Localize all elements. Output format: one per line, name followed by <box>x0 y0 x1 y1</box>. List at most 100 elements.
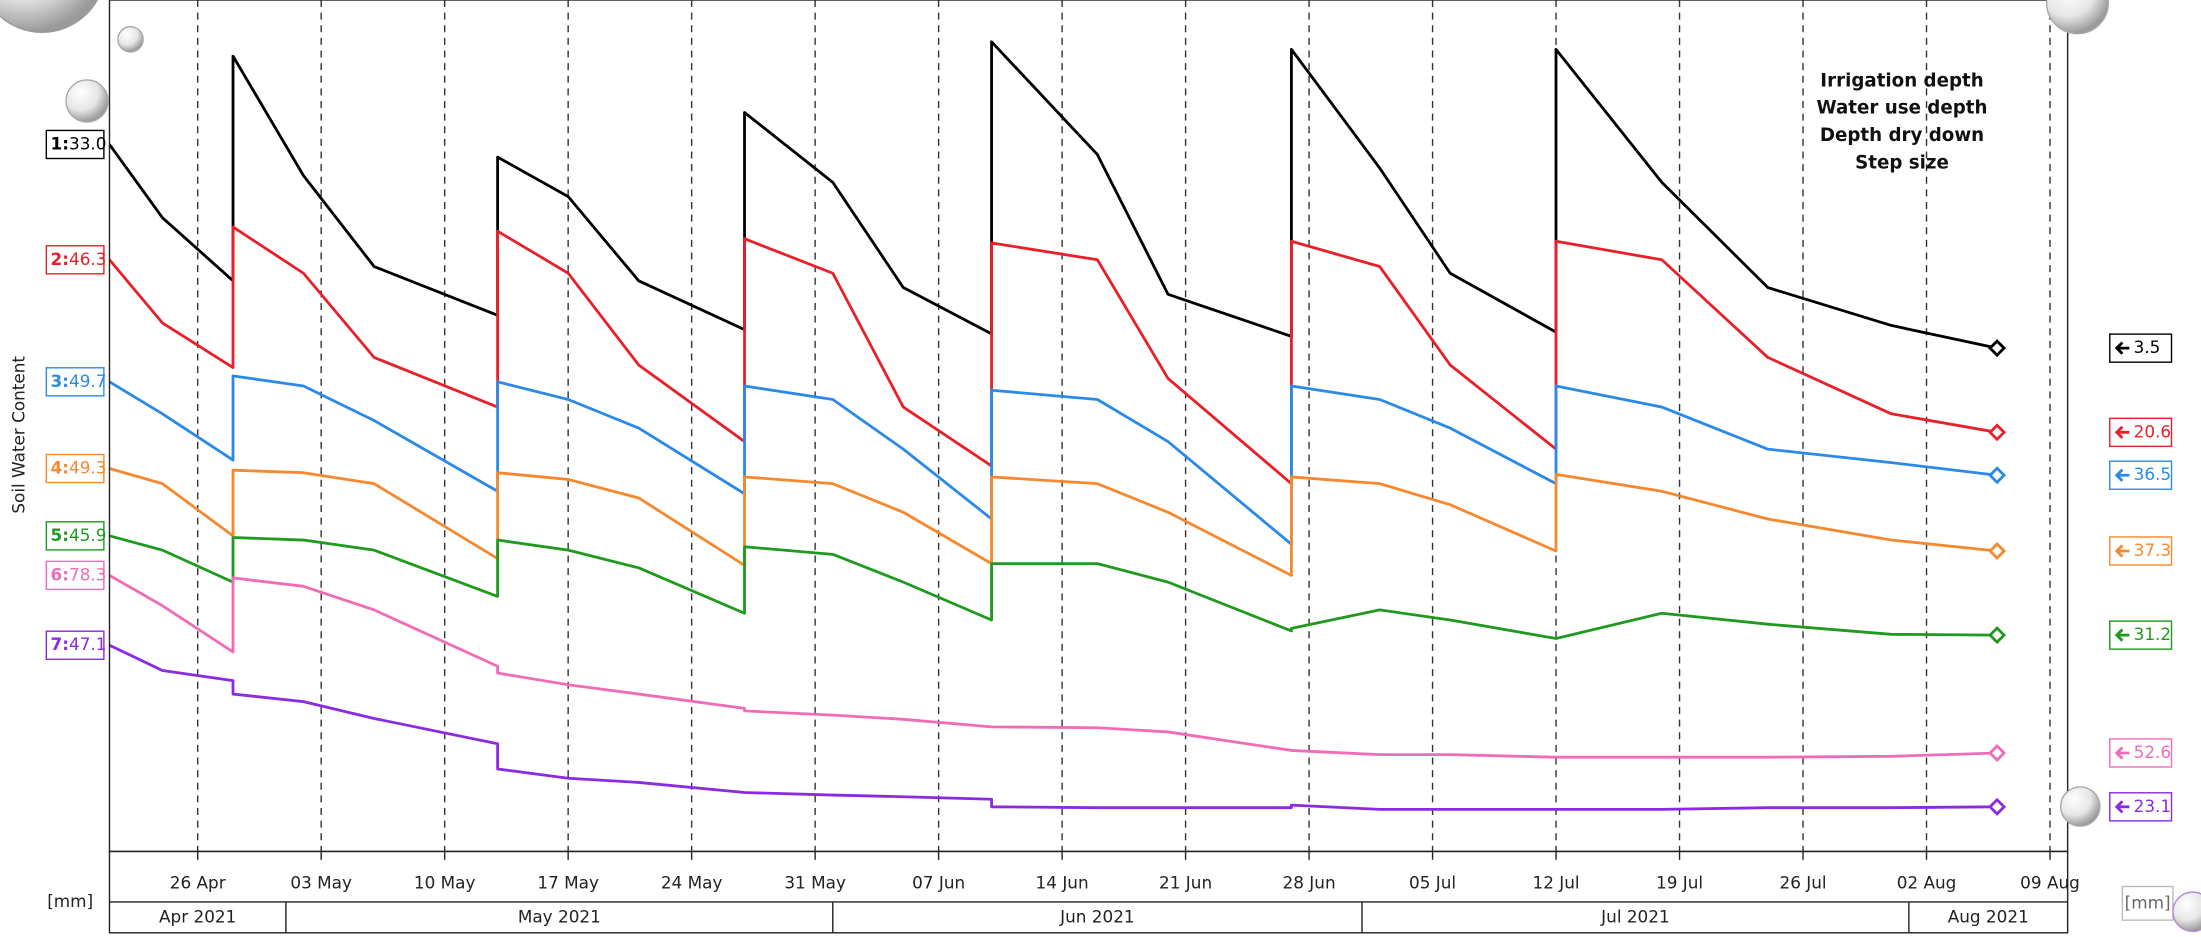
end-label-arrow <box>2114 746 2130 760</box>
x-tick-label: 21 Jun <box>1159 873 1212 893</box>
series-name: 6: <box>51 564 69 584</box>
x-tick-label: 14 Jun <box>1036 873 1089 893</box>
unit-label: [mm] <box>47 891 93 911</box>
end-label-arrow <box>2114 544 2130 558</box>
bubble <box>0 0 99 33</box>
series-line <box>108 574 1998 759</box>
end-label-arrow <box>2114 800 2130 814</box>
series-line <box>108 225 1998 486</box>
annotation-line: Depth dry down <box>1820 125 1984 146</box>
month-label: Jun 2021 <box>1059 906 1135 926</box>
series-name: 3: <box>51 371 69 391</box>
end-label-arrow <box>2114 341 2130 355</box>
grid <box>196 0 2051 852</box>
x-tick-label: 26 Jul <box>1779 873 1826 893</box>
series-line <box>108 643 1998 811</box>
start-value: 33.0 <box>69 133 106 153</box>
start-value: 78.3 <box>69 564 106 584</box>
start-label-box <box>45 521 105 551</box>
series-name: 2: <box>51 249 69 269</box>
start-label: 3:49.7 <box>51 371 107 391</box>
end-marker <box>1988 339 2007 358</box>
x-tick-label: 31 May <box>784 873 846 893</box>
annotation-line: Water use depth <box>1817 98 1988 119</box>
bubble <box>2172 891 2201 933</box>
x-tick-label: 26 Apr <box>170 873 226 893</box>
end-marker <box>1988 626 2007 645</box>
month-label: Jul 2021 <box>1600 906 1670 926</box>
bubble <box>65 79 109 123</box>
start-label-box <box>45 630 105 660</box>
start-value: 49.7 <box>69 371 106 391</box>
start-label: 7:47.1 <box>51 634 107 654</box>
x-tick-label: 02 Aug <box>1897 873 1957 893</box>
end-marker <box>1988 423 2007 442</box>
start-value: 46.3 <box>69 249 106 269</box>
end-label: 23.1 <box>2134 796 2171 816</box>
bubble <box>2059 786 2101 827</box>
start-label-box <box>45 453 105 484</box>
x-tick-label: 09 Aug <box>2020 873 2080 893</box>
x-tick-label: 28 Jun <box>1283 873 1336 893</box>
end-label: 37.3 <box>2134 540 2171 560</box>
annotation-line: Irrigation depth <box>1820 70 1983 91</box>
end-label-arrow <box>2114 628 2130 642</box>
start-value: 47.1 <box>69 634 106 654</box>
x-tick-label: 03 May <box>290 873 352 893</box>
start-label: 5:45.9 <box>51 525 107 545</box>
end-marker <box>1988 541 2007 560</box>
series-lines <box>108 40 2007 816</box>
annotation: Irrigation depth Water use depth Depth dry… <box>1817 70 1988 173</box>
x-tick-label: 17 May <box>537 873 599 893</box>
x-tick-label: 10 May <box>414 873 476 893</box>
unit-label-right: [mm] <box>2125 892 2171 912</box>
y-axis-label: Soil Water Content <box>9 356 29 514</box>
series-line <box>109 534 1998 640</box>
bubble <box>2045 0 2110 35</box>
start-label: 6:78.3 <box>51 564 107 584</box>
end-marker <box>1988 797 2007 816</box>
series-line <box>109 467 1998 577</box>
end-label: 3.5 <box>2134 337 2161 357</box>
end-label: 52.6 <box>2134 742 2171 762</box>
start-label-box <box>45 560 105 591</box>
end-label: 20.6 <box>2134 421 2171 441</box>
end-marker <box>1988 466 2007 485</box>
x-axis: 26 Apr 03 May 10 May 17 May 24 May 31 May 07 J… <box>159 851 2080 933</box>
month-label: Apr 2021 <box>159 906 236 926</box>
x-tick-label: 24 May <box>661 873 723 893</box>
start-label: 2:46.3 <box>51 249 107 269</box>
x-tick-label: 19 Jul <box>1656 873 1703 893</box>
start-label: 4:49.3 <box>51 458 107 478</box>
month-label: May 2021 <box>518 906 601 926</box>
end-label-arrow <box>2114 468 2130 482</box>
end-marker <box>1988 743 2007 762</box>
annotation-line: Step size <box>1855 152 1949 173</box>
start-value: 49.3 <box>69 458 106 478</box>
end-label-arrow <box>2114 425 2130 439</box>
x-tick-label: 07 Jun <box>912 873 965 893</box>
end-label-box <box>2109 738 2173 768</box>
series-line <box>108 40 1998 350</box>
start-label-box <box>45 245 105 275</box>
series-name: 5: <box>51 525 69 545</box>
start-label-box <box>45 367 105 397</box>
month-label: Aug 2021 <box>1948 906 2029 926</box>
series-name: 1: <box>51 133 69 153</box>
series-name: 7: <box>51 634 69 654</box>
x-tick-label: 12 Jul <box>1533 873 1580 893</box>
start-value: 45.9 <box>69 525 106 545</box>
axis-frame <box>108 850 2069 934</box>
series-labels: 3.5 1:33.0 20.6 2:46.3 36.5 3:49.7 37.3 4:49.3 3… <box>45 129 2173 822</box>
start-label: 1:33.0 <box>51 133 107 153</box>
series-line <box>108 374 1998 546</box>
bubble <box>117 25 144 53</box>
end-label: 31.2 <box>2134 624 2171 644</box>
series-name: 4: <box>51 458 69 478</box>
start-label-box <box>45 129 105 160</box>
unit-box <box>2121 885 2174 921</box>
